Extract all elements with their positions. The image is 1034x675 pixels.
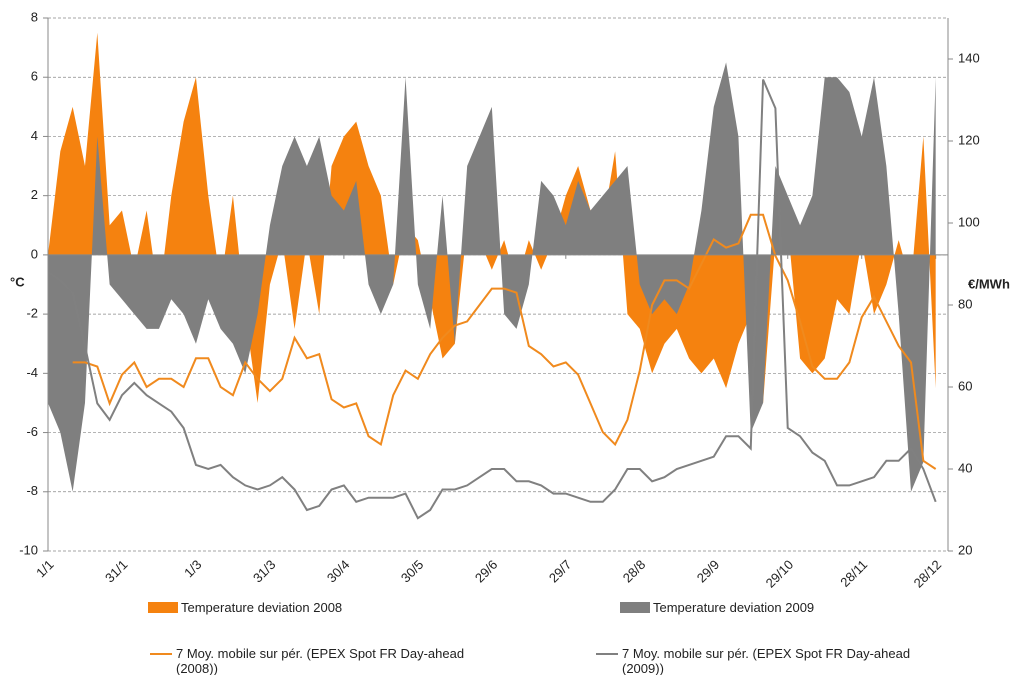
chart: °C €/MWh -10 -8 -6 -4 -2 0 2 4 6 8 20 40 60 80 100 120 1… [10, 9, 1010, 590]
area [48, 62, 936, 492]
y2-tick-label: 60 [958, 378, 972, 393]
legend-item: 7 Moy. mobile sur pér. (EPEX Spot FR Day… [150, 646, 476, 675]
x-tick-label: 30/4 [324, 557, 353, 586]
legend-label: Temperature deviation 2008 [181, 600, 343, 615]
legend-label: 7 Moy. mobile sur pér. (EPEX Spot FR Day… [622, 646, 911, 675]
x-tick-label: 28/11 [837, 557, 870, 590]
x-tick-label: 31/3 [250, 557, 279, 586]
y2-tick-label: 120 [958, 132, 980, 147]
legend-item: Temperature deviation 2009 [620, 600, 953, 615]
y2-tick-label: 80 [958, 296, 972, 311]
y-tick-label: 4 [31, 128, 38, 143]
x-tick-label: 29/6 [472, 557, 501, 586]
legend-item: Temperature deviation 2008 [148, 600, 481, 615]
y2-axis-label: €/MWh [968, 276, 1010, 291]
legend-swatch [620, 602, 650, 613]
x-tick-label: 28/12 [911, 557, 945, 590]
line [47, 79, 937, 520]
area [48, 32, 936, 403]
y-tick-label: 0 [31, 246, 38, 261]
y-tick-label: -4 [26, 365, 38, 380]
legend-label: 7 Moy. mobile sur pér. (EPEX Spot FR Day… [176, 646, 465, 675]
x-tick-label: 30/5 [398, 557, 427, 586]
x-tick-label: 29/7 [546, 557, 575, 586]
x-tick-label: 1/3 [181, 557, 204, 580]
x-tick-label: 31/1 [102, 557, 131, 586]
x-tick-label: 28/8 [620, 557, 649, 586]
y2-tick-label: 20 [958, 542, 972, 557]
x-tick-label: 29/10 [763, 557, 797, 590]
y-tick-label: -10 [19, 542, 38, 557]
legend-swatch [150, 653, 172, 655]
y-tick-label: -2 [26, 306, 38, 321]
x-tick-label: 29/9 [694, 557, 723, 586]
y-tick-label: -6 [26, 424, 38, 439]
y-tick-label: -8 [26, 483, 38, 498]
y-tick-label: 2 [31, 187, 38, 202]
y-tick-label: 8 [31, 9, 38, 24]
legend-item: 7 Moy. mobile sur pér. (EPEX Spot FR Day… [596, 646, 922, 675]
x-tick-label: 1/1 [33, 557, 56, 580]
y-tick-label: 6 [31, 69, 38, 84]
y2-tick-label: 40 [958, 460, 972, 475]
y-axis-label: °C [10, 274, 25, 289]
y2-tick-label: 100 [958, 214, 980, 229]
legend-swatch [596, 653, 618, 655]
line [72, 213, 937, 470]
legend-label: Temperature deviation 2009 [653, 600, 815, 615]
y2-tick-label: 140 [958, 50, 980, 65]
legend-swatch [148, 602, 178, 613]
